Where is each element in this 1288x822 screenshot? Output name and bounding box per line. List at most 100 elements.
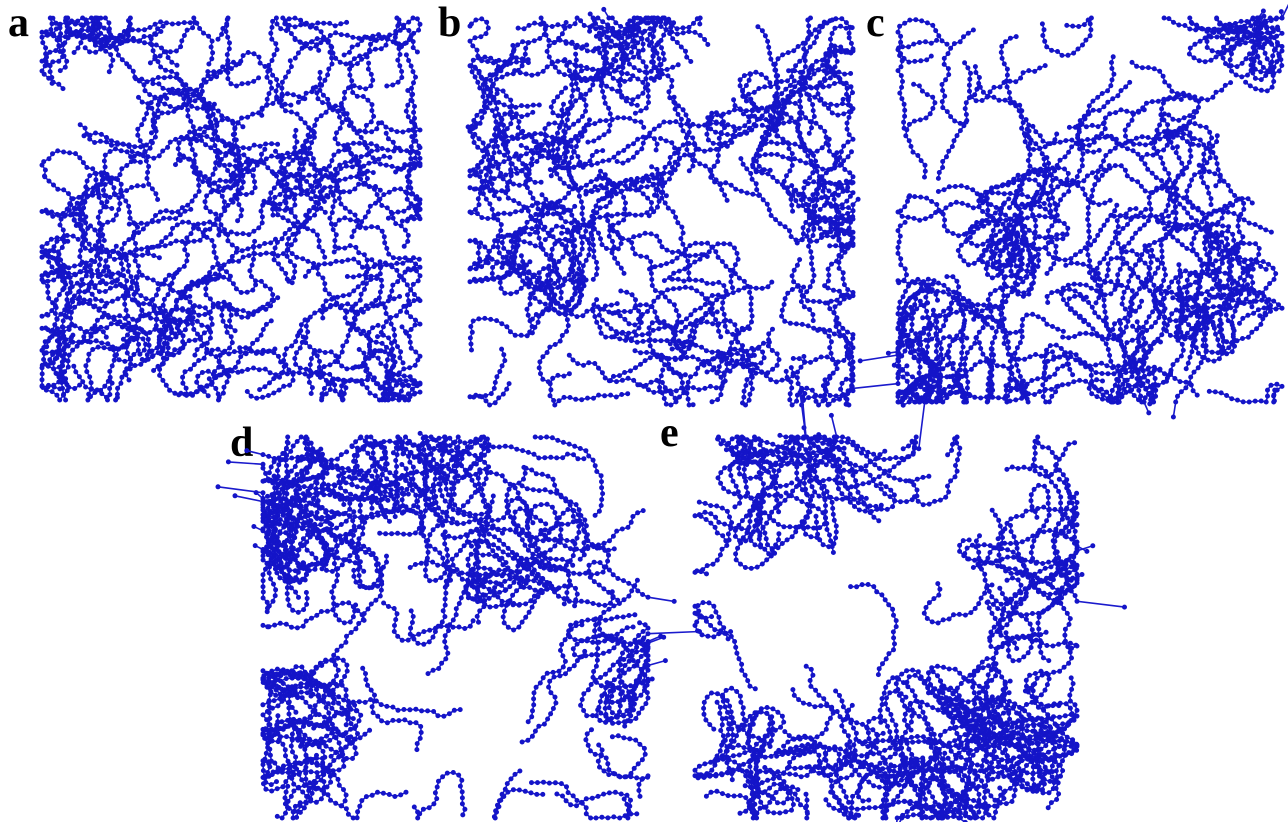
- chain-beads: [317, 294, 403, 380]
- chain-bond: [588, 561, 675, 603]
- chain-beads: [648, 71, 696, 174]
- chain-bond: [747, 706, 785, 762]
- chain-bond: [394, 435, 432, 514]
- chain-bond: [79, 201, 160, 259]
- chain-bond: [1069, 96, 1182, 129]
- chain-bond: [1018, 742, 1055, 794]
- chain-bond: [1124, 109, 1198, 146]
- chain-beads: [440, 464, 528, 541]
- chain-beads: [422, 519, 451, 584]
- chain-beads: [39, 176, 111, 219]
- chain-bond: [759, 141, 854, 186]
- chain-bond: [595, 642, 650, 724]
- chain-beads: [1024, 126, 1113, 208]
- chain-bond: [752, 115, 794, 212]
- chain-beads: [341, 15, 423, 58]
- chain-bond: [1219, 10, 1271, 68]
- chain-bond: [371, 259, 422, 333]
- chain-bond: [1006, 465, 1078, 533]
- chain-beads: [1030, 434, 1078, 479]
- chain-bond: [974, 729, 1056, 775]
- chain-beads: [467, 237, 506, 272]
- chain-bond: [790, 367, 854, 407]
- chain-bond: [755, 151, 853, 172]
- snapshot: [692, 390, 1127, 822]
- chain-bond: [321, 244, 368, 319]
- chain-bond: [881, 757, 907, 820]
- chain-beads: [411, 770, 468, 821]
- chain-bond: [743, 438, 801, 509]
- chain-bond: [598, 579, 649, 646]
- chain-beads: [921, 581, 995, 626]
- chain-beads: [381, 600, 476, 643]
- chain-bond: [552, 104, 603, 189]
- chain-beads: [970, 554, 1080, 578]
- chain-bond: [1014, 313, 1064, 393]
- chain-beads: [1113, 179, 1170, 289]
- chain-beads: [85, 272, 193, 306]
- chain-bond: [1106, 135, 1179, 231]
- chain-bond: [442, 465, 529, 527]
- chain-bond: [737, 444, 827, 480]
- chain-bond: [1131, 61, 1200, 122]
- chain-beads: [39, 233, 81, 320]
- chain-bond: [413, 771, 466, 819]
- chain-bond: [672, 278, 750, 336]
- chain-bond: [268, 132, 315, 225]
- chain-beads: [1022, 594, 1074, 694]
- chain-bond: [585, 154, 691, 193]
- chain-bond: [466, 529, 558, 591]
- chain-bond: [1216, 230, 1254, 309]
- chain-bond: [541, 194, 622, 251]
- chain-bond: [468, 181, 549, 220]
- chain-beads: [632, 348, 726, 405]
- chain-beads: [532, 519, 576, 607]
- chain-bond: [692, 717, 740, 779]
- chain-bond: [348, 35, 380, 132]
- chain-beads: [979, 168, 1048, 212]
- chain-beads: [192, 117, 242, 203]
- chain-bond: [1172, 296, 1207, 418]
- snapshot: [465, 6, 861, 408]
- snapshot: [39, 15, 423, 403]
- chain-bond: [279, 500, 319, 572]
- chain-bond: [600, 170, 628, 274]
- chain-bond: [162, 272, 212, 356]
- chain-bond: [1000, 35, 1031, 144]
- chain-bond: [219, 193, 317, 236]
- chain-beads: [546, 240, 593, 313]
- chain-bond: [298, 142, 400, 189]
- chain-bond: [776, 746, 841, 770]
- chain-beads: [757, 139, 856, 188]
- chain-bond: [694, 612, 756, 690]
- chain-beads: [145, 219, 233, 279]
- chain-bond: [204, 276, 257, 332]
- chain-bond: [572, 626, 634, 659]
- chain-bond: [759, 743, 827, 778]
- chain-beads: [1028, 482, 1052, 566]
- chain-bond: [1016, 203, 1069, 240]
- chain-beads: [547, 371, 631, 408]
- chain-bond: [799, 392, 880, 522]
- chain-bond: [991, 509, 1062, 577]
- chain-beads: [302, 255, 422, 279]
- chain-beads: [293, 722, 359, 761]
- chain-bond: [675, 281, 773, 346]
- chain-beads: [126, 64, 223, 112]
- chain-bond: [1121, 228, 1174, 314]
- chain-beads: [187, 129, 246, 224]
- chain-beads: [467, 91, 502, 202]
- chain-bond: [579, 630, 700, 717]
- chain-beads: [692, 715, 742, 781]
- chain-bond: [152, 91, 244, 128]
- chain-bond: [286, 185, 337, 282]
- chain-bond: [589, 13, 666, 73]
- panel-label: d: [230, 420, 253, 466]
- chain-beads: [1059, 281, 1112, 338]
- chain-bond: [381, 54, 422, 133]
- chain-beads: [912, 434, 963, 508]
- chain-bond: [451, 540, 527, 582]
- chain-beads: [904, 672, 975, 768]
- chain-bond: [276, 436, 313, 490]
- chain-bond: [499, 228, 550, 295]
